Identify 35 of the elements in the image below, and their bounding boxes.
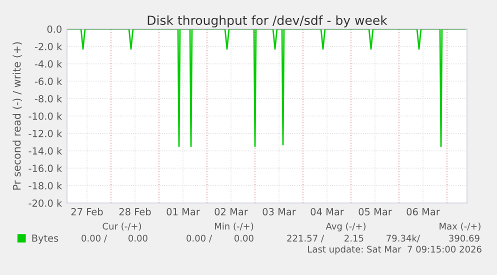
- x-tick-label: 04 Mar: [310, 208, 344, 216]
- x-tick-label: 05 Mar: [358, 208, 392, 216]
- x-tick-label: 02 Mar: [214, 208, 248, 216]
- y-tick-label: -6.0 k: [34, 78, 62, 86]
- text: Max (-/+): [440, 222, 480, 231]
- y-tick-label: -12.0 k: [28, 130, 62, 138]
- x-tick-label: 01 Mar: [166, 208, 200, 216]
- y-tick-label: -8.0 k: [34, 94, 62, 102]
- y-tick-label: 0.0: [47, 25, 62, 33]
- y-axis-title: Pr second read (-) / write (+): [12, 42, 22, 190]
- x-tick-label: 03 Mar: [262, 208, 296, 216]
- text: 0.00 /: [82, 234, 107, 242]
- y-tick-label: -4.0 k: [34, 60, 62, 68]
- chart-title: Disk throughput for /dev/sdf - by week: [148, 15, 388, 28]
- y-tick-label: -18.0 k: [28, 182, 62, 190]
- y-tick-label: -2.0 k: [34, 42, 62, 50]
- text: 0.00: [234, 234, 254, 242]
- text: 0.00 /: [186, 234, 212, 242]
- y-tick-label: -14.0 k: [28, 147, 62, 155]
- text: Avg (-/+): [326, 222, 366, 232]
- y-tick-label: -10.0 k: [28, 112, 62, 120]
- y-tick-label: -16.0 k: [28, 164, 62, 172]
- text: 2.15: [344, 234, 364, 242]
- text: 79.34k/: [386, 234, 420, 242]
- y-tick-label: -20.0 k: [28, 199, 62, 207]
- x-tick-label: 06 Mar: [406, 208, 440, 216]
- text: Last update: Sat Mar 7 09:15:00 2026: [308, 246, 482, 254]
- text: 0.00: [128, 234, 148, 242]
- x-tick-label: 27 Feb: [71, 208, 103, 216]
- x-tick-label: 28 Feb: [119, 208, 151, 216]
- legend-label: Bytes: [32, 234, 58, 244]
- text: Min (-/+): [214, 222, 254, 231]
- text: 221.57 /: [287, 234, 324, 242]
- text: Cur (-/+): [102, 222, 141, 231]
- text: 390.69: [449, 234, 480, 242]
